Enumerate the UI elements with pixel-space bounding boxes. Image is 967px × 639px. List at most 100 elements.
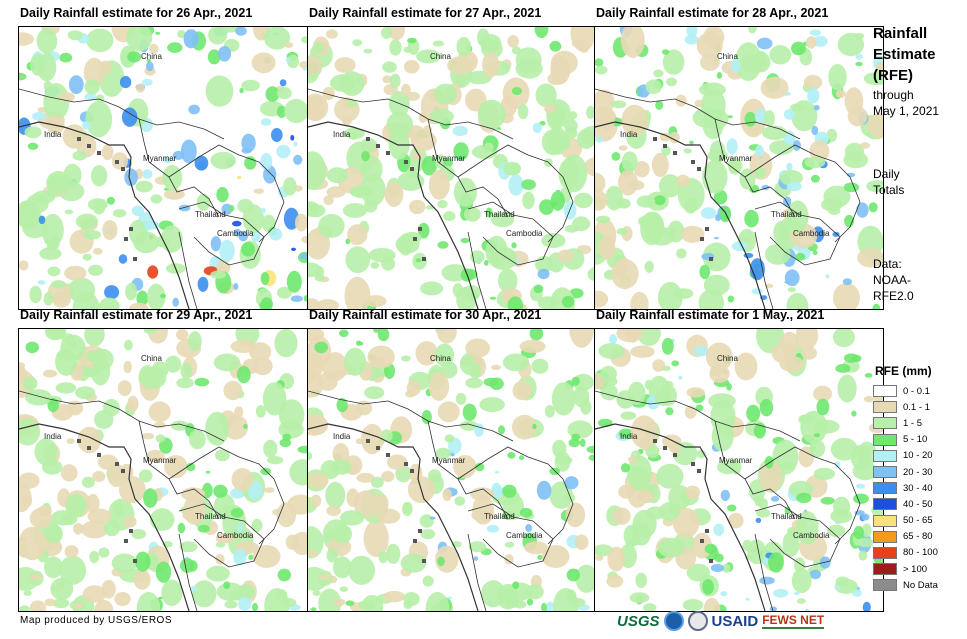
rainfall-cell — [101, 144, 114, 161]
rainfall-cell — [215, 541, 226, 548]
rainfall-cell — [616, 329, 643, 343]
no-data-cell — [673, 151, 677, 155]
rainfall-cell — [358, 600, 375, 611]
rainfall-cell — [863, 72, 883, 85]
rainfall-cell — [643, 603, 657, 611]
no-data-cell — [404, 160, 408, 164]
rainfall-cell — [726, 383, 732, 391]
rainfall-cell — [26, 193, 49, 213]
rainfall-cell — [563, 493, 576, 503]
rainfall-cell — [714, 553, 724, 563]
rainfall-cell — [727, 115, 733, 119]
rainfall-cell — [308, 329, 325, 342]
rainfall-cell — [312, 42, 324, 54]
rainfall-cell — [83, 230, 101, 240]
rainfall-cell — [717, 460, 738, 475]
rainfall-cell — [809, 569, 822, 580]
rainfall-cell — [43, 83, 70, 121]
rainfall-cell — [429, 108, 454, 125]
rainfall-cell — [483, 142, 494, 153]
map-panel: Daily Rainfall estimate for 30 Apr., 202… — [307, 308, 597, 612]
rainfall-cell — [21, 212, 35, 224]
rainfall-cell — [799, 414, 815, 424]
country-label-india: India — [44, 130, 62, 139]
rainfall-cell — [293, 154, 303, 165]
rainfall-cell — [861, 513, 870, 521]
rainfall-cell — [176, 377, 194, 389]
rainfall-cell — [148, 401, 171, 423]
rainfall-cell — [386, 454, 408, 470]
rainfall-cell — [444, 434, 455, 443]
rainfall-cell — [730, 58, 741, 73]
legend-item: 65 - 80 — [873, 529, 938, 545]
legend-swatch — [873, 482, 897, 495]
rainfall-cell — [685, 485, 701, 499]
rainfall-cell — [484, 260, 489, 266]
rainfall-cell — [491, 211, 515, 228]
rainfall-cell — [804, 608, 809, 611]
rainfall-cell — [310, 494, 322, 508]
rainfall-cell — [50, 577, 74, 600]
legend-item: 30 - 40 — [873, 480, 938, 496]
no-data-cell — [709, 257, 713, 261]
rainfall-cell — [786, 292, 809, 309]
rainfall-cell — [417, 222, 430, 239]
rainfall-cell — [702, 579, 714, 595]
rainfall-cell — [533, 284, 544, 294]
legend-label: 0 - 0.1 — [903, 385, 930, 397]
rainfall-cell — [866, 180, 883, 193]
rainfall-cell — [126, 27, 153, 52]
rainfall-cell — [290, 134, 295, 141]
rainfall-cell — [598, 235, 616, 260]
rainfall-cell — [636, 491, 655, 503]
rainfall-cell — [104, 285, 120, 300]
rainfall-cell — [556, 456, 573, 465]
rainfall-cell — [611, 100, 627, 109]
rainfall-cell — [813, 385, 833, 402]
rainfall-cell — [127, 395, 139, 412]
rainfall-cell — [682, 599, 704, 611]
rainfall-cell — [386, 111, 413, 137]
rainfall-cell — [346, 488, 360, 507]
rainfall-cell — [652, 359, 666, 372]
rainfall-cell — [474, 423, 484, 437]
rainfall-cell — [625, 539, 638, 547]
rainfall-cell — [360, 174, 386, 206]
rainfall-cell — [213, 484, 228, 498]
rainfall-cell — [420, 529, 436, 540]
rainfall-cell — [167, 42, 183, 53]
rainfall-cell — [621, 151, 638, 172]
rainfall-cell — [42, 369, 58, 378]
rainfall-cell — [19, 605, 30, 611]
rainfall-cell — [872, 303, 880, 309]
rainfall-cell — [425, 592, 450, 611]
rainfall-cell — [339, 586, 349, 592]
legend-item: 5 - 10 — [873, 432, 938, 448]
rainfall-cell — [339, 329, 349, 338]
no-data-cell — [691, 462, 695, 466]
rainfall-cell — [651, 152, 669, 177]
no-data-cell — [404, 462, 408, 466]
rainfall-cell — [66, 400, 84, 416]
country-label-thailand: Thailand — [484, 512, 515, 521]
rainfall-cell — [744, 111, 757, 127]
rainfall-cell — [659, 132, 672, 142]
rainfall-cell — [205, 75, 234, 107]
legend-swatch — [873, 385, 897, 398]
rainfall-cell — [183, 29, 199, 49]
rainfall-cell — [326, 548, 338, 563]
no-data-cell — [129, 529, 133, 533]
rainfall-cell — [746, 404, 761, 422]
rainfall-cell — [284, 42, 294, 48]
rainfall-cell — [795, 252, 806, 261]
rainfall-cell — [452, 125, 468, 137]
rainfall-cell — [864, 373, 873, 378]
rainfall-cell — [498, 425, 505, 435]
rainfall-cell — [221, 27, 240, 33]
rainfall-cell — [205, 470, 211, 474]
rainfall-cell — [357, 341, 364, 346]
rainfall-cell — [114, 592, 131, 606]
rainfall-cell — [98, 547, 110, 558]
rainfall-cell — [19, 260, 29, 271]
rainfall-cell — [223, 380, 243, 401]
